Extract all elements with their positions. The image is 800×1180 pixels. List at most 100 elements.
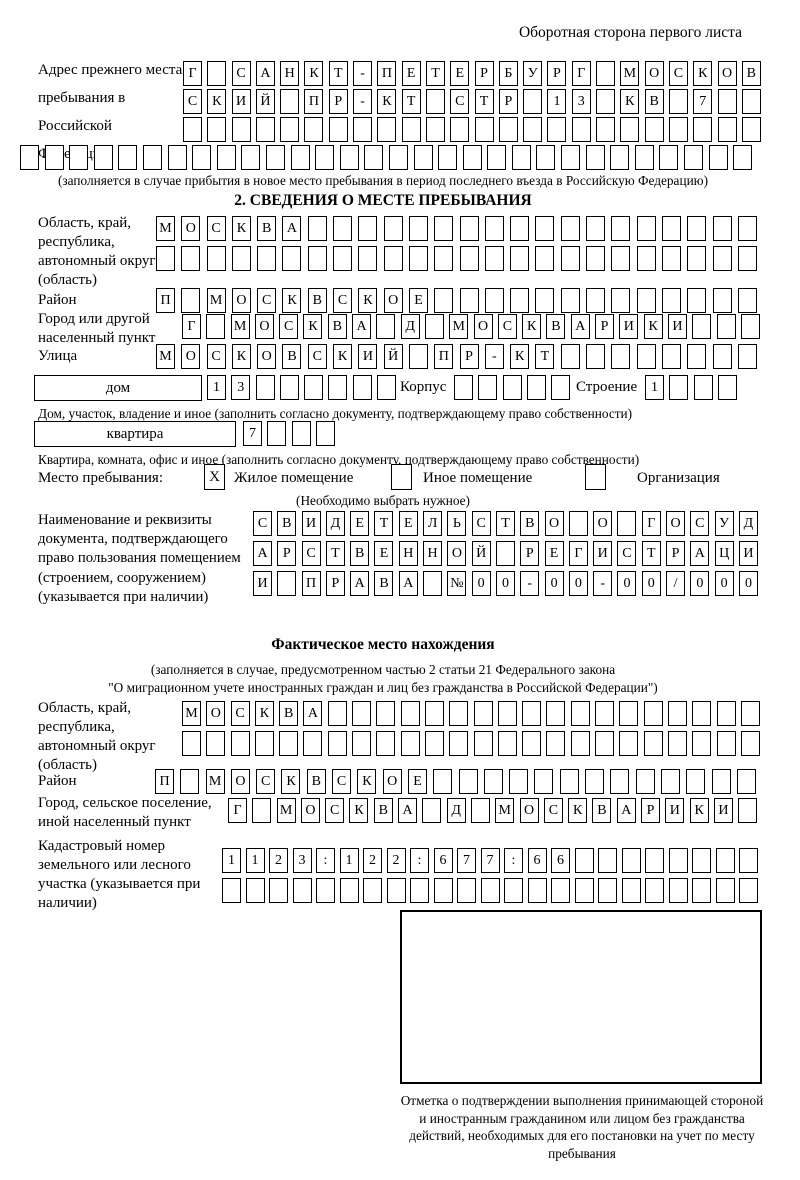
char-cell[interactable] [534,769,554,794]
char-cell[interactable] [692,848,711,873]
char-cell[interactable]: Р [595,314,615,339]
char-cell[interactable] [183,117,202,142]
char-cell[interactable]: 1 [645,375,664,400]
char-cell[interactable]: Г [641,511,661,536]
char-cell[interactable]: В [279,701,299,726]
char-cell[interactable] [400,731,420,756]
char-cell[interactable]: 1 [207,375,226,400]
char-cell[interactable] [510,246,530,271]
char-cell[interactable]: С [301,541,321,566]
char-cell[interactable]: О [231,288,251,313]
char-cell[interactable] [571,117,591,142]
char-cell[interactable]: К [282,288,302,313]
char-cell[interactable]: П [155,769,174,794]
char-cell[interactable]: С [471,511,491,536]
char-cell[interactable]: О [447,541,467,566]
char-cell[interactable] [661,246,681,271]
char-cell[interactable]: А [398,798,418,823]
char-cell[interactable] [44,145,64,170]
char-cell[interactable] [527,878,547,903]
char-cell[interactable]: В [592,798,612,823]
char-cell[interactable]: И [665,798,685,823]
char-cell[interactable] [424,701,444,726]
char-cell[interactable] [376,731,396,756]
char-cell[interactable] [304,117,324,142]
char-cell[interactable] [560,246,580,271]
char-cell[interactable] [450,117,470,142]
char-cell[interactable] [206,246,226,271]
char-cell[interactable] [660,769,680,794]
char-cell[interactable]: 0 [617,571,637,596]
char-cell[interactable]: О [181,344,201,369]
char-cell[interactable]: 1 [339,848,359,873]
char-cell[interactable] [449,701,469,726]
char-cell[interactable] [535,216,555,241]
char-cell[interactable]: П [301,571,321,596]
char-cell[interactable]: М [206,288,226,313]
char-cell[interactable]: К [333,344,353,369]
char-cell[interactable] [668,117,688,142]
char-cell[interactable]: С [307,344,327,369]
char-cell[interactable]: И [231,89,251,114]
char-cell[interactable] [574,878,594,903]
char-cell[interactable]: - [593,571,613,596]
char-cell[interactable]: Е [407,769,427,794]
char-cell[interactable] [280,117,300,142]
char-cell[interactable]: О [382,769,402,794]
region-row-2[interactable] [156,246,757,271]
char-cell[interactable]: 7 [243,421,262,446]
char-cell[interactable]: Р [474,61,494,86]
char-cell[interactable] [693,117,713,142]
char-cell[interactable]: Т [328,61,348,86]
char-cell[interactable] [255,375,275,400]
char-cell[interactable] [358,246,378,271]
char-cell[interactable] [292,878,312,903]
char-cell[interactable]: П [156,288,175,313]
char-cell[interactable]: О [644,61,664,86]
char-cell[interactable]: Г [182,314,201,339]
char-cell[interactable] [737,288,757,313]
char-cell[interactable]: С [333,288,353,313]
char-cell[interactable]: Р [328,89,348,114]
char-cell[interactable] [474,117,494,142]
char-cell[interactable] [741,117,761,142]
char-cell[interactable]: : [504,848,523,873]
char-cell[interactable]: К [281,769,301,794]
char-cell[interactable] [547,117,567,142]
char-cell[interactable]: К [358,288,378,313]
char-cell[interactable] [620,117,640,142]
char-cell[interactable] [740,701,760,726]
char-cell[interactable]: К [568,798,588,823]
char-cell[interactable] [510,216,530,241]
char-cell[interactable] [333,246,353,271]
char-cell[interactable] [277,571,297,596]
char-cell[interactable] [617,511,637,536]
char-cell[interactable]: М [230,314,250,339]
char-cell[interactable] [495,541,515,566]
char-cell[interactable]: А [253,541,272,566]
char-cell[interactable] [459,288,479,313]
char-cell[interactable] [358,216,378,241]
char-cell[interactable]: М [156,344,175,369]
char-cell[interactable]: И [667,314,687,339]
char-cell[interactable] [511,145,531,170]
char-cell[interactable]: 3 [292,848,312,873]
char-cell[interactable]: И [738,541,758,566]
char-cell[interactable]: 1 [245,848,265,873]
char-cell[interactable]: 6 [433,848,453,873]
char-cell[interactable]: Д [325,511,345,536]
char-cell[interactable] [180,769,200,794]
char-cell[interactable] [561,145,581,170]
char-cell[interactable]: А [570,314,590,339]
char-cell[interactable] [596,61,616,86]
char-cell[interactable] [711,769,731,794]
char-cell[interactable] [687,344,707,369]
char-cell[interactable] [245,878,265,903]
char-cell[interactable]: П [304,89,324,114]
char-cell[interactable] [634,145,654,170]
